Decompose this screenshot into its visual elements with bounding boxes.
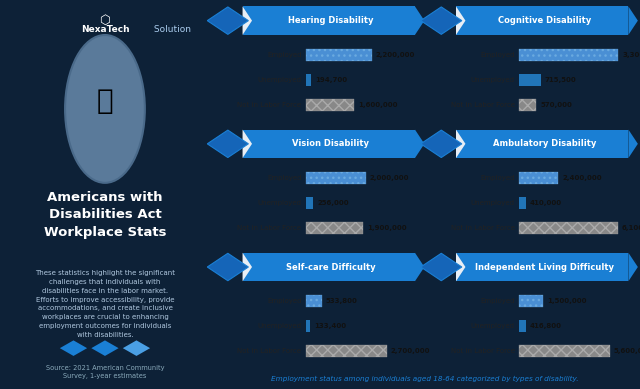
Polygon shape: [243, 130, 252, 158]
FancyBboxPatch shape: [519, 49, 618, 61]
FancyBboxPatch shape: [519, 99, 536, 110]
Polygon shape: [628, 130, 638, 158]
Polygon shape: [60, 340, 87, 356]
Polygon shape: [207, 130, 248, 158]
FancyBboxPatch shape: [243, 130, 415, 158]
Polygon shape: [628, 6, 638, 35]
Text: Employed: Employed: [267, 298, 301, 304]
Polygon shape: [207, 7, 248, 34]
Text: NexaTech: NexaTech: [81, 25, 129, 34]
Text: 2,000,000: 2,000,000: [370, 175, 410, 181]
FancyBboxPatch shape: [306, 295, 322, 307]
Text: 715,500: 715,500: [545, 77, 577, 82]
FancyBboxPatch shape: [519, 74, 541, 86]
Text: Not in Labor Force: Not in Labor Force: [237, 348, 301, 354]
Text: 1,600,000: 1,600,000: [358, 102, 397, 108]
Text: Not in Labor Force: Not in Labor Force: [451, 348, 515, 354]
Text: Solution: Solution: [151, 25, 191, 34]
Text: Independent Living Difficulty: Independent Living Difficulty: [475, 263, 614, 272]
FancyBboxPatch shape: [456, 6, 628, 35]
Polygon shape: [123, 340, 150, 356]
FancyBboxPatch shape: [519, 222, 618, 234]
FancyBboxPatch shape: [306, 172, 365, 184]
Text: 533,800: 533,800: [326, 298, 358, 304]
Polygon shape: [415, 130, 424, 158]
Text: Hearing Disability: Hearing Disability: [288, 16, 374, 25]
Text: 410,000: 410,000: [530, 200, 562, 206]
Text: Unemployed: Unemployed: [257, 77, 301, 82]
Polygon shape: [243, 253, 252, 281]
Text: Unemployed: Unemployed: [471, 200, 515, 206]
FancyBboxPatch shape: [519, 197, 525, 209]
Text: Employed: Employed: [481, 298, 515, 304]
Text: 6,100,000: 6,100,000: [622, 225, 640, 231]
Polygon shape: [456, 130, 465, 158]
Text: Not in Labor Force: Not in Labor Force: [237, 225, 301, 231]
Polygon shape: [207, 253, 248, 281]
Text: 3,300,000: 3,300,000: [622, 52, 640, 58]
FancyBboxPatch shape: [306, 99, 354, 110]
FancyBboxPatch shape: [306, 49, 372, 61]
Polygon shape: [456, 6, 465, 35]
FancyBboxPatch shape: [306, 222, 363, 234]
FancyBboxPatch shape: [519, 172, 558, 184]
Text: Employed: Employed: [481, 175, 515, 181]
Text: 2,200,000: 2,200,000: [376, 52, 415, 58]
Text: 1,500,000: 1,500,000: [548, 298, 587, 304]
Text: Source: 2021 American Community
Survey, 1-year estimates: Source: 2021 American Community Survey, …: [45, 365, 164, 379]
Text: Vision Disability: Vision Disability: [292, 139, 369, 148]
FancyBboxPatch shape: [519, 320, 526, 332]
Polygon shape: [628, 253, 638, 281]
Text: Unemployed: Unemployed: [257, 200, 301, 206]
Polygon shape: [420, 7, 462, 34]
Polygon shape: [243, 6, 252, 35]
Text: Unemployed: Unemployed: [471, 323, 515, 329]
FancyBboxPatch shape: [306, 345, 387, 357]
Text: 570,000: 570,000: [540, 102, 572, 108]
Circle shape: [65, 35, 145, 183]
Text: Not in Labor Force: Not in Labor Force: [451, 102, 515, 108]
Text: Employed: Employed: [267, 175, 301, 181]
FancyBboxPatch shape: [306, 320, 310, 332]
FancyBboxPatch shape: [243, 253, 415, 281]
Polygon shape: [415, 6, 424, 35]
FancyBboxPatch shape: [243, 6, 415, 35]
Text: Self-care Difficulty: Self-care Difficulty: [286, 263, 376, 272]
Text: ⬡: ⬡: [100, 14, 110, 26]
Text: Americans with
Disabilities Act
Workplace Stats: Americans with Disabilities Act Workplac…: [44, 191, 166, 238]
Text: 133,400: 133,400: [314, 323, 346, 329]
Text: Cognitive Disability: Cognitive Disability: [498, 16, 591, 25]
FancyBboxPatch shape: [306, 74, 312, 86]
Text: Employed: Employed: [267, 52, 301, 58]
Text: Unemployed: Unemployed: [471, 77, 515, 82]
Text: 416,800: 416,800: [530, 323, 562, 329]
Text: Not in Labor Force: Not in Labor Force: [237, 102, 301, 108]
Text: 2,700,000: 2,700,000: [391, 348, 431, 354]
Text: 5,600,000: 5,600,000: [614, 348, 640, 354]
FancyBboxPatch shape: [456, 253, 628, 281]
Polygon shape: [456, 253, 465, 281]
FancyBboxPatch shape: [519, 295, 543, 307]
Text: Not in Labor Force: Not in Labor Force: [451, 225, 515, 231]
Text: Employment status among individuals aged 18-64 categorized by types of disabilit: Employment status among individuals aged…: [271, 376, 579, 382]
Polygon shape: [92, 340, 118, 356]
Text: 1,900,000: 1,900,000: [367, 225, 406, 231]
FancyBboxPatch shape: [306, 197, 314, 209]
Polygon shape: [420, 130, 462, 158]
Text: These statistics highlight the significant
challenges that individuals with
disa: These statistics highlight the significa…: [35, 270, 175, 338]
Text: 👩: 👩: [97, 87, 113, 115]
Text: Ambulatory Disability: Ambulatory Disability: [493, 139, 596, 148]
FancyBboxPatch shape: [456, 130, 628, 158]
Polygon shape: [415, 253, 424, 281]
Polygon shape: [420, 253, 462, 281]
Text: 256,000: 256,000: [317, 200, 349, 206]
Text: 2,400,000: 2,400,000: [562, 175, 602, 181]
Text: Unemployed: Unemployed: [257, 323, 301, 329]
Text: 194,700: 194,700: [316, 77, 348, 82]
FancyBboxPatch shape: [519, 345, 610, 357]
Text: Employed: Employed: [481, 52, 515, 58]
